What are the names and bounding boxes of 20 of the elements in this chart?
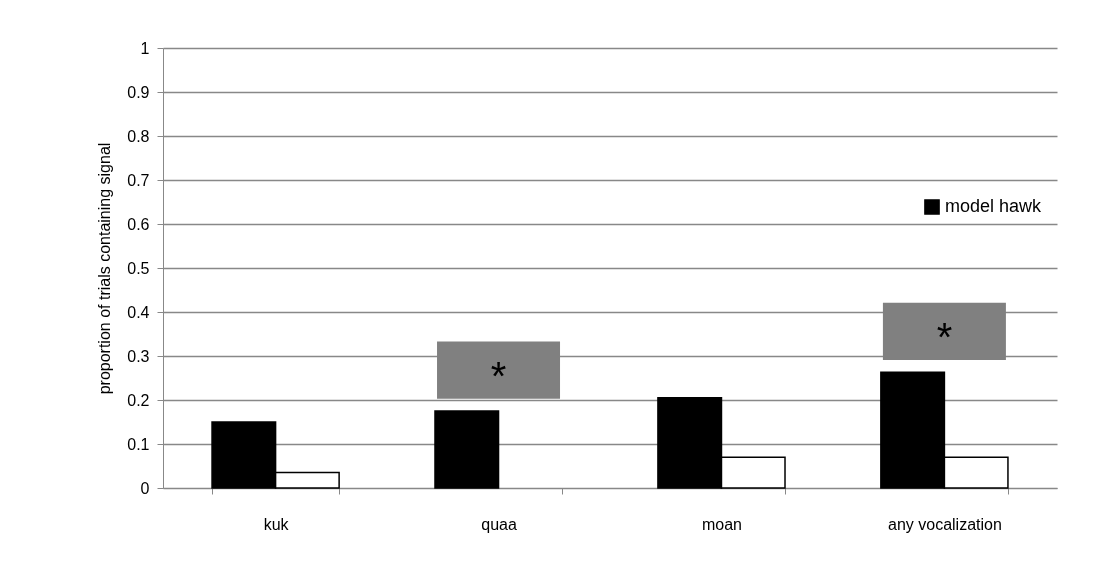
y-tick-label: 0.9 — [127, 83, 150, 101]
x-tick-label: kuk — [263, 515, 290, 533]
annotation: * — [490, 354, 507, 399]
y-tick-label: 0.2 — [127, 391, 150, 409]
y-tick-label: 0.4 — [127, 303, 150, 321]
x-tick-label: moan — [701, 515, 742, 533]
y-tick-label: 0 — [140, 479, 150, 497]
annotation: * — [936, 315, 953, 360]
legend-label: model hawk — [945, 196, 1043, 216]
x-tick-label: any vocalization — [887, 515, 1002, 533]
y-tick-label: 0.6 — [127, 215, 150, 233]
y-tick-label: 0.3 — [127, 347, 150, 365]
y-tick-label: 0.7 — [127, 171, 150, 189]
y-axis-title: proportion of trials containing signal — [96, 142, 114, 395]
y-tick-label: 0.1 — [127, 435, 150, 453]
x-tick-label: quaa — [481, 515, 517, 533]
y-tick-label: 0.5 — [127, 259, 150, 277]
bar — [434, 410, 500, 489]
y-tick-label: 0.8 — [127, 127, 150, 145]
y-tick-label: 1 — [140, 39, 150, 57]
